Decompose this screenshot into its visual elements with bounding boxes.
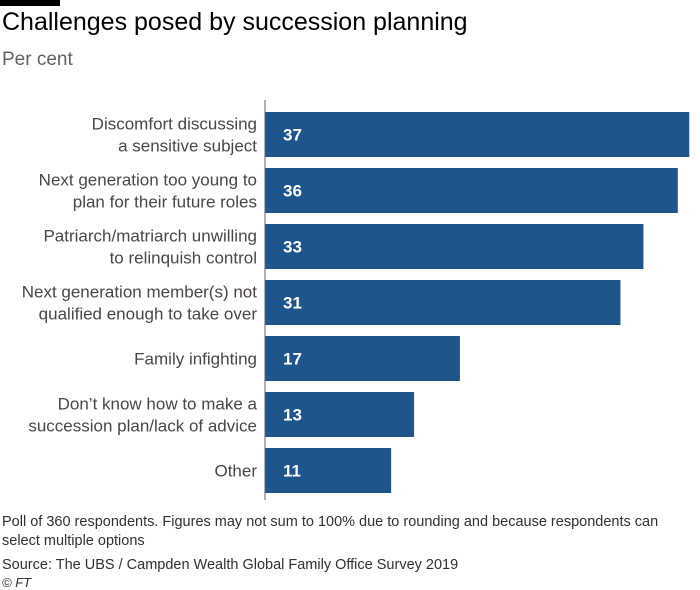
bar-1: [265, 168, 678, 213]
chart-notes: Poll of 360 respondents. Figures may not…: [2, 514, 659, 549]
category-label: Patriarch/matriarch unwilling to relinqui…: [43, 227, 257, 268]
bar-2: [265, 224, 644, 269]
bar-5: [265, 392, 415, 437]
bar-value-label: 17: [283, 350, 302, 369]
category-label: Other: [214, 462, 257, 481]
category-label: Next generation too young to plan for the…: [39, 171, 257, 212]
bar-value-label: 37: [283, 126, 302, 145]
bar-3: [265, 280, 621, 325]
labels-group: 37 Discomfort discussing a sensitive subje…: [22, 115, 302, 481]
bar-value-label: 31: [283, 294, 302, 313]
bar-4: [265, 336, 460, 381]
bar-6: [265, 448, 392, 493]
bar-value-label: 13: [283, 406, 302, 425]
bar-0: [265, 112, 690, 157]
bar-value-label: 33: [283, 238, 302, 257]
bars-group: [265, 112, 690, 493]
category-label: Don’t know how to make a succession plan/…: [28, 395, 257, 436]
category-label: Next generation member(s) not qualified e…: [22, 283, 258, 324]
bar-value-label: 11: [283, 462, 301, 481]
chart-subtitle: Per cent: [2, 49, 73, 70]
top-rule: [0, 0, 60, 6]
chart-source: Source: The UBS / Campden Wealth Global …: [2, 557, 459, 573]
bar-chart: 37 Discomfort discussing a sensitive subje…: [22, 100, 690, 500]
ft-credit: © FT: [2, 575, 32, 590]
bar-value-label: 36: [283, 182, 302, 201]
category-label: Discomfort discussing a sensitive subject: [92, 115, 258, 156]
category-label: Family infighting: [134, 350, 257, 369]
chart-title: Challenges posed by succession planning: [2, 8, 468, 36]
